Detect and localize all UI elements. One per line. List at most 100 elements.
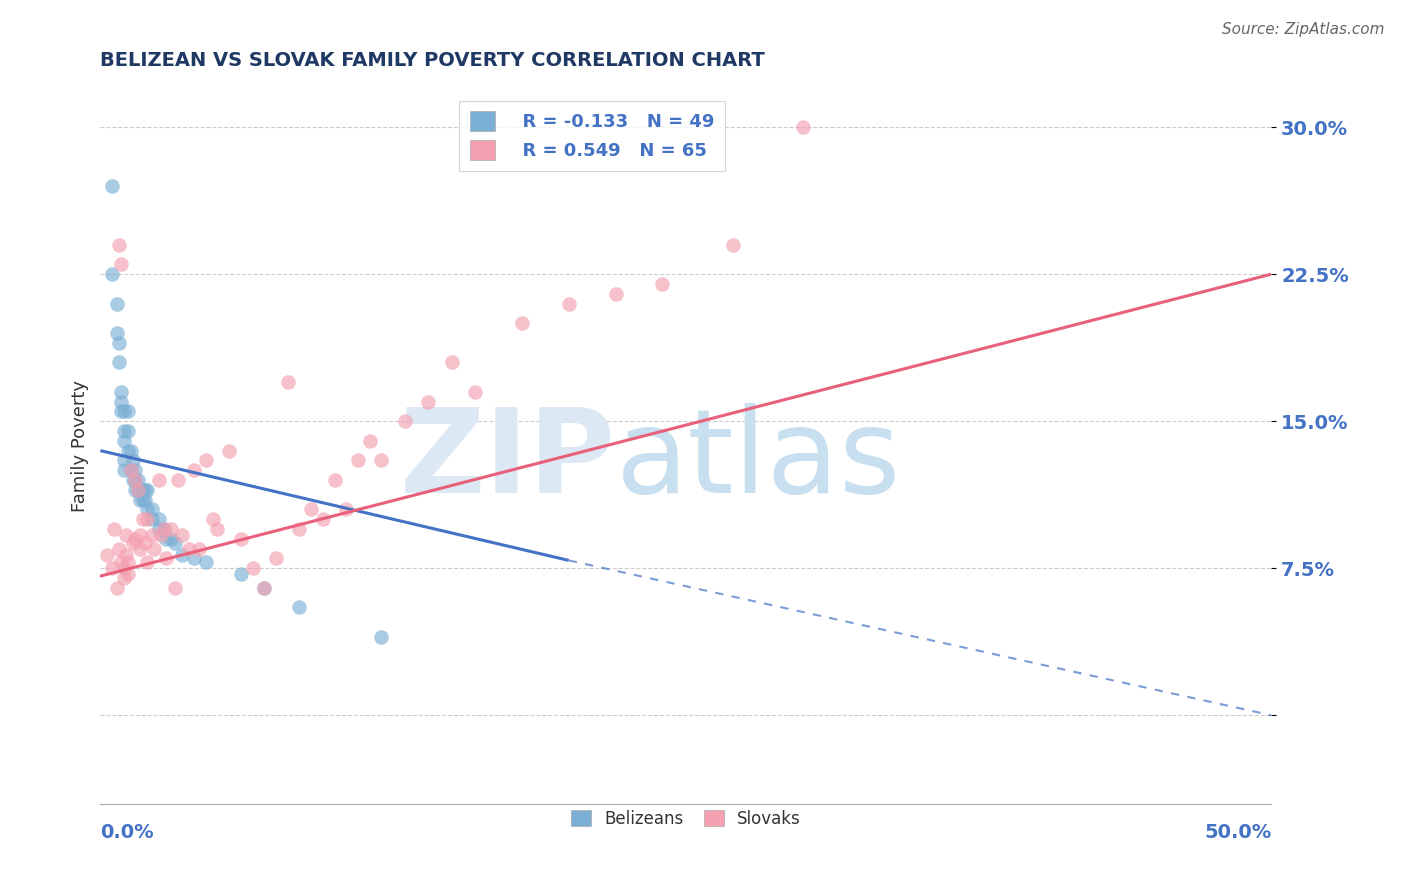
Point (117, 404, 139, 418)
Point (105, 326, 128, 340)
Point (183, 551, 205, 566)
Point (110, 384, 132, 399)
Point (179, 541, 201, 556)
Point (165, 535, 187, 549)
Point (440, 355, 463, 369)
Point (127, 483, 149, 497)
Point (122, 473, 145, 487)
Point (124, 473, 146, 487)
Point (152, 522, 174, 536)
Point (120, 443, 142, 458)
Point (103, 522, 125, 536)
Point (112, 561, 135, 575)
Point (112, 571, 135, 585)
Point (117, 424, 139, 438)
Point (187, 541, 209, 556)
Point (120, 463, 142, 477)
Point (108, 541, 131, 556)
Point (105, 296, 128, 310)
Point (112, 463, 135, 477)
Point (312, 512, 335, 526)
Point (101, 267, 124, 281)
Point (183, 463, 205, 477)
Point (129, 483, 152, 497)
Point (136, 555, 159, 569)
Point (129, 492, 152, 507)
Point (165, 581, 187, 595)
Point (131, 512, 153, 526)
Point (112, 453, 135, 467)
Point (510, 316, 533, 330)
Point (253, 581, 276, 595)
Point (148, 473, 170, 487)
Text: 0.0%: 0.0% (100, 823, 155, 842)
Point (134, 492, 156, 507)
Point (105, 581, 128, 595)
Point (242, 561, 264, 575)
Point (148, 522, 170, 536)
Point (136, 512, 159, 526)
Point (201, 512, 224, 526)
Point (218, 443, 240, 458)
Point (141, 502, 163, 516)
Point (117, 555, 139, 569)
Point (112, 434, 135, 448)
Point (108, 335, 131, 350)
Point (229, 567, 252, 582)
Point (370, 453, 392, 467)
Legend: Belizeans, Slovaks: Belizeans, Slovaks (564, 803, 807, 835)
Point (172, 528, 194, 542)
Point (110, 394, 132, 409)
Point (277, 375, 299, 389)
Point (651, 277, 673, 291)
Text: Source: ZipAtlas.com: Source: ZipAtlas.com (1222, 22, 1385, 37)
Point (124, 463, 146, 477)
Point (370, 630, 392, 644)
Point (288, 522, 311, 536)
Point (359, 434, 381, 448)
Point (131, 492, 153, 507)
Point (166, 473, 188, 487)
Point (152, 522, 174, 536)
Point (124, 473, 146, 487)
Point (394, 414, 416, 428)
Point (127, 473, 149, 487)
Y-axis label: Family Poverty: Family Poverty (72, 380, 89, 512)
Point (129, 528, 152, 542)
Point (148, 512, 170, 526)
Point (124, 532, 146, 546)
Point (207, 522, 229, 536)
Point (264, 551, 287, 566)
Point (122, 535, 145, 549)
Point (792, 120, 814, 135)
Point (721, 237, 744, 252)
Point (101, 178, 124, 193)
Point (112, 404, 135, 418)
Point (110, 404, 132, 418)
Point (101, 561, 124, 575)
Point (141, 528, 163, 542)
Point (131, 483, 153, 497)
Point (464, 384, 486, 399)
Point (253, 581, 276, 595)
Point (96, 548, 118, 562)
Text: BELIZEAN VS SLOVAK FAMILY POVERTY CORRELATION CHART: BELIZEAN VS SLOVAK FAMILY POVERTY CORREL… (100, 51, 765, 70)
Point (115, 548, 138, 562)
Point (194, 555, 217, 569)
Point (155, 551, 177, 566)
Point (134, 535, 156, 549)
Point (115, 528, 138, 542)
Point (120, 463, 142, 477)
Point (127, 483, 149, 497)
Point (229, 532, 252, 546)
Point (335, 502, 357, 516)
Point (112, 424, 135, 438)
Point (108, 355, 131, 369)
Point (605, 286, 627, 301)
Point (418, 394, 440, 409)
Point (136, 502, 159, 516)
Point (110, 555, 132, 569)
Point (347, 453, 370, 467)
Point (150, 528, 173, 542)
Text: ZIP: ZIP (399, 402, 616, 517)
